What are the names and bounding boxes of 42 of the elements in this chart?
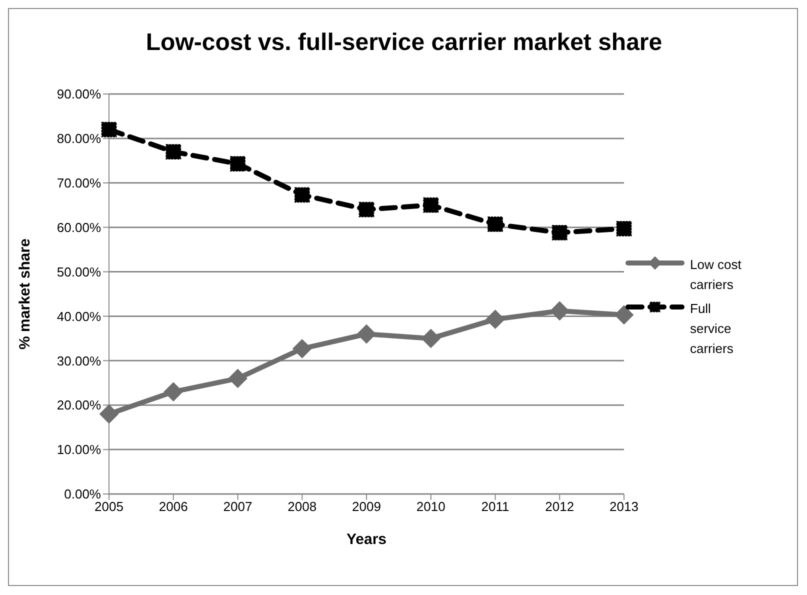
y-tick-label: 10.00% <box>56 442 102 458</box>
point <box>292 339 312 358</box>
point <box>228 368 248 388</box>
y-tick-label: 30.00% <box>56 353 102 368</box>
x-tick-label: 2012 <box>545 499 574 514</box>
x-tick-label: 2011 <box>481 499 510 514</box>
legend-label: Full service carriers <box>690 300 734 358</box>
x-tick-label: 2013 <box>610 499 638 514</box>
point <box>100 404 118 424</box>
point <box>358 202 374 218</box>
legend-label: Low cost carriers <box>690 256 742 294</box>
y-tick-label: 70.00% <box>56 176 102 191</box>
point <box>550 301 570 320</box>
point <box>616 220 632 236</box>
point <box>614 305 634 324</box>
point <box>423 197 439 213</box>
chart-title: Low-cost vs. full-service carrier market share <box>144 29 664 57</box>
y-axis-title: % market share <box>16 238 34 350</box>
point <box>488 216 503 232</box>
point <box>552 224 568 240</box>
point <box>421 328 440 348</box>
x-tick-label: 2009 <box>352 499 381 514</box>
x-tick-label: 2006 <box>158 499 188 514</box>
x-tick-label: 2008 <box>288 499 317 514</box>
y-tick-label: 80.00% <box>56 131 102 146</box>
point <box>230 156 246 172</box>
y-tick-label: 20.00% <box>56 398 102 413</box>
point <box>294 187 310 203</box>
point <box>166 144 182 160</box>
x-tick-label: 2010 <box>416 499 446 514</box>
point <box>486 310 505 329</box>
x-tick-label: 2005 <box>94 499 124 514</box>
point <box>357 324 376 344</box>
x-tick-label: 2007 <box>223 499 252 514</box>
y-tick-label: 60.00% <box>56 220 102 235</box>
y-tick-label: 90.00% <box>56 86 102 102</box>
y-tick-label: 50.00% <box>56 264 102 280</box>
point <box>164 382 183 402</box>
x-axis-title: Years <box>346 531 387 548</box>
y-tick-label: 0.00% <box>64 486 102 502</box>
point <box>101 122 117 138</box>
y-tick-label: 40.00% <box>56 308 102 324</box>
